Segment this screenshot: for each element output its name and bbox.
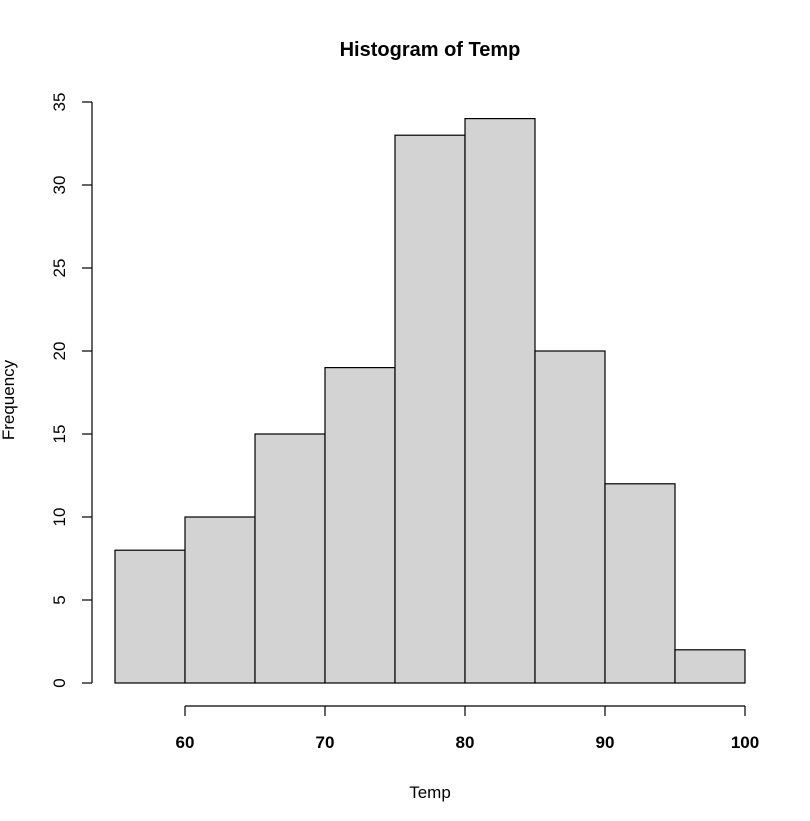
y-tick-label: 10: [50, 508, 69, 527]
x-tick-label: 90: [596, 733, 615, 752]
y-tick-label: 15: [50, 425, 69, 444]
histogram-bar: [394, 134, 466, 684]
x-axis-label: Temp: [409, 783, 451, 802]
x-tick-label: 70: [316, 733, 335, 752]
y-tick-label: 5: [50, 595, 69, 604]
y-axis-label: Frequency: [0, 359, 18, 440]
y-axis: 0 5 10 15 20 25 30 35: [50, 93, 93, 688]
bars-group: [114, 117, 746, 684]
x-tick-label: 60: [176, 733, 195, 752]
y-tick-label: 25: [50, 259, 69, 278]
histogram-bar: [324, 367, 396, 684]
histogram-bar: [604, 483, 676, 684]
histogram-bar: [184, 516, 256, 684]
y-tick-label: 20: [50, 342, 69, 361]
y-tick-label: 35: [50, 93, 69, 112]
histogram-bar: [674, 649, 746, 684]
y-tick-label: 0: [50, 678, 69, 687]
histogram-bar: [114, 549, 186, 684]
histogram-bar: [534, 350, 606, 684]
x-tick-label: 80: [456, 733, 475, 752]
histogram-bar: [464, 117, 536, 684]
y-tick-label: 30: [50, 176, 69, 195]
x-axis: 60 70 80 90 100: [176, 705, 759, 752]
histogram-bar: [254, 433, 326, 684]
chart-title: Histogram of Temp: [340, 39, 521, 61]
x-tick-label: 100: [731, 733, 759, 752]
